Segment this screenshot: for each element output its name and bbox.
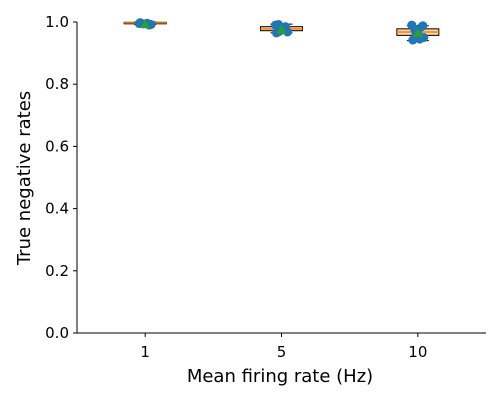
x-tick-label: 5 [277, 343, 287, 361]
mean-marker [412, 27, 423, 37]
y-axis: 0.0 0.2 0.4 0.6 0.8 1.0 [45, 13, 78, 342]
y-tick-label: 0.2 [45, 262, 69, 280]
mean-marker [140, 19, 151, 29]
y-axis-title: True negative rates [14, 91, 35, 266]
y-tick-label: 1.0 [45, 13, 69, 31]
y-tick-label: 0.0 [45, 324, 69, 342]
x-tick-label: 10 [408, 343, 427, 361]
box-group-5 [260, 19, 303, 38]
y-tick-label: 0.6 [45, 137, 69, 155]
y-tick-label: 0.4 [45, 200, 69, 218]
x-axis-title: Mean firing rate (Hz) [187, 366, 373, 387]
data-point [408, 35, 418, 45]
mean-marker [276, 24, 287, 34]
y-tick-label: 0.8 [45, 75, 69, 93]
x-tick-label: 1 [140, 343, 150, 361]
data-point [418, 21, 428, 31]
x-axis: 1 5 10 [77, 332, 486, 361]
box-group-1 [123, 18, 167, 30]
plot-area [123, 18, 440, 45]
box-group-10 [396, 20, 440, 45]
